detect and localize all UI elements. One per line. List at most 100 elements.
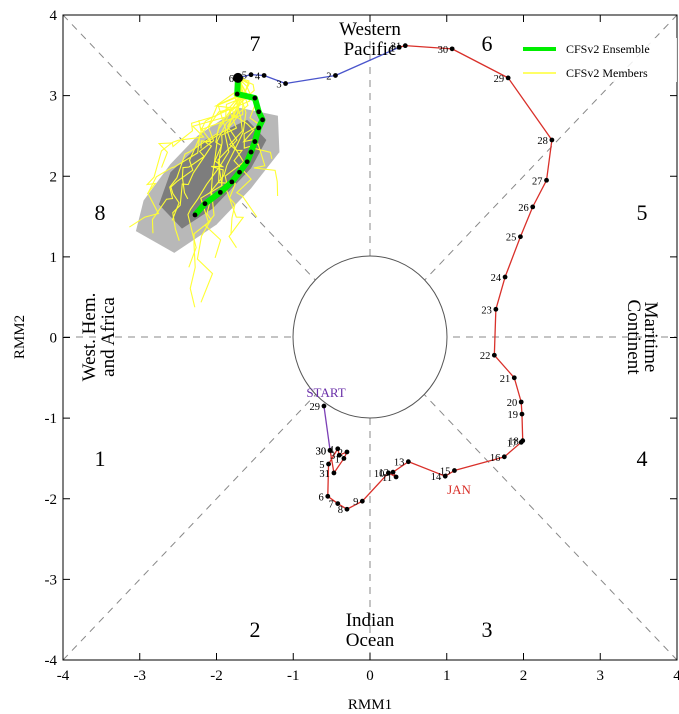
day-label: 2 — [326, 71, 331, 82]
observed-path-segment — [323, 405, 331, 451]
jan-label: JAN — [447, 482, 471, 497]
day-label: 17 — [507, 438, 518, 449]
y-tick-label: 1 — [50, 250, 58, 266]
phase-label-4: 4 — [637, 446, 648, 471]
member-track — [224, 77, 250, 248]
day-point — [336, 452, 342, 458]
day-point — [248, 149, 254, 155]
member-track — [187, 77, 243, 268]
day-label: 24 — [491, 273, 502, 284]
member-track — [129, 77, 243, 228]
day-point — [331, 470, 337, 476]
y-tick-label: 3 — [50, 89, 58, 105]
member-track — [145, 77, 244, 195]
day-point — [326, 461, 331, 467]
day-label: 1 — [390, 43, 395, 54]
region-bottom-line1: Indian — [346, 610, 395, 631]
x-tick-label: 1 — [443, 668, 451, 684]
x-tick-label: -3 — [134, 668, 147, 684]
day-point — [505, 75, 511, 81]
series-layer: 2930303112345678910111213141516171819202… — [192, 42, 555, 516]
day-label: 31 — [319, 469, 330, 480]
phase-label-5: 5 — [637, 200, 648, 225]
day-label: 5 — [319, 460, 324, 471]
day-label: 23 — [481, 305, 492, 316]
day-label: 27 — [532, 176, 543, 187]
day-point — [333, 73, 338, 78]
day-label: 14 — [431, 472, 442, 483]
day-point — [442, 473, 448, 479]
region-top-line2: Pacific — [344, 39, 397, 60]
day-point — [261, 73, 267, 78]
day-point — [549, 137, 555, 143]
day-label: 29 — [309, 402, 320, 413]
day-label: 15 — [440, 467, 451, 478]
day-label: 29 — [494, 74, 505, 85]
day-point — [256, 125, 262, 131]
day-label: 25 — [506, 233, 517, 244]
region-bottom-line2: Ocean — [346, 630, 395, 651]
x-tick-label: 4 — [673, 668, 679, 684]
day-label: 18 — [508, 437, 519, 448]
day-point — [390, 469, 396, 475]
day-label: 30 — [316, 446, 327, 457]
day-point — [321, 403, 327, 409]
y-tick-label: 4 — [50, 8, 58, 24]
day-point — [511, 375, 517, 381]
day-point — [248, 72, 254, 78]
day-point — [229, 179, 235, 185]
day-point — [405, 459, 411, 465]
phase-label-2: 2 — [250, 617, 261, 642]
day-label: 7 — [329, 500, 334, 511]
legend-box — [518, 38, 677, 82]
member-track — [157, 76, 245, 168]
day-point — [493, 306, 499, 312]
day-label: 19 — [507, 410, 518, 421]
day-point — [344, 506, 350, 512]
x-tick-label: -4 — [57, 668, 70, 684]
day-point — [260, 117, 265, 123]
day-label: 3 — [276, 80, 281, 91]
day-point — [396, 44, 402, 50]
y-tick-label: -1 — [45, 411, 58, 427]
legend-label-ensemble: CFSv2 Ensemble — [566, 42, 650, 56]
legend-label-members: CFSv2 Members — [566, 66, 648, 80]
day-point — [518, 234, 523, 240]
x-tick-label: -1 — [287, 668, 300, 684]
day-point — [335, 446, 341, 452]
day-point — [325, 493, 331, 499]
member-track — [170, 77, 243, 221]
day-point — [341, 456, 347, 461]
day-label: 13 — [394, 458, 405, 469]
day-point — [530, 204, 536, 210]
x-tick-label: 3 — [597, 668, 605, 684]
day-label: 20 — [507, 398, 518, 409]
day-label: 5 — [242, 71, 247, 82]
day-label: 28 — [537, 136, 548, 147]
region-right-line2: Continent — [623, 300, 644, 376]
member-track — [204, 77, 247, 259]
day-point — [252, 139, 258, 144]
start-label: START — [306, 385, 345, 400]
y-axis-title: RMM2 — [12, 315, 28, 359]
phase-label-6: 6 — [482, 31, 493, 56]
day-label: 1 — [335, 454, 340, 465]
x-tick-label: -2 — [210, 668, 223, 684]
day-point — [327, 447, 333, 453]
day-point — [518, 399, 524, 405]
day-label: 1 — [390, 43, 395, 54]
day-point — [519, 411, 525, 417]
x-tick-label: 0 — [366, 668, 374, 684]
day-point — [335, 501, 341, 506]
day-point — [386, 470, 391, 476]
day-label: 3 — [330, 451, 335, 462]
y-tick-label: -3 — [45, 572, 58, 588]
day-label: 6 — [229, 74, 234, 85]
legend: CFSv2 Ensemble CFSv2 Members — [518, 38, 677, 82]
day-point — [402, 43, 408, 49]
day-label: 22 — [480, 351, 491, 362]
day-point — [359, 498, 365, 504]
day-label: 30 — [316, 446, 327, 457]
y-tick-label: -4 — [45, 653, 58, 669]
